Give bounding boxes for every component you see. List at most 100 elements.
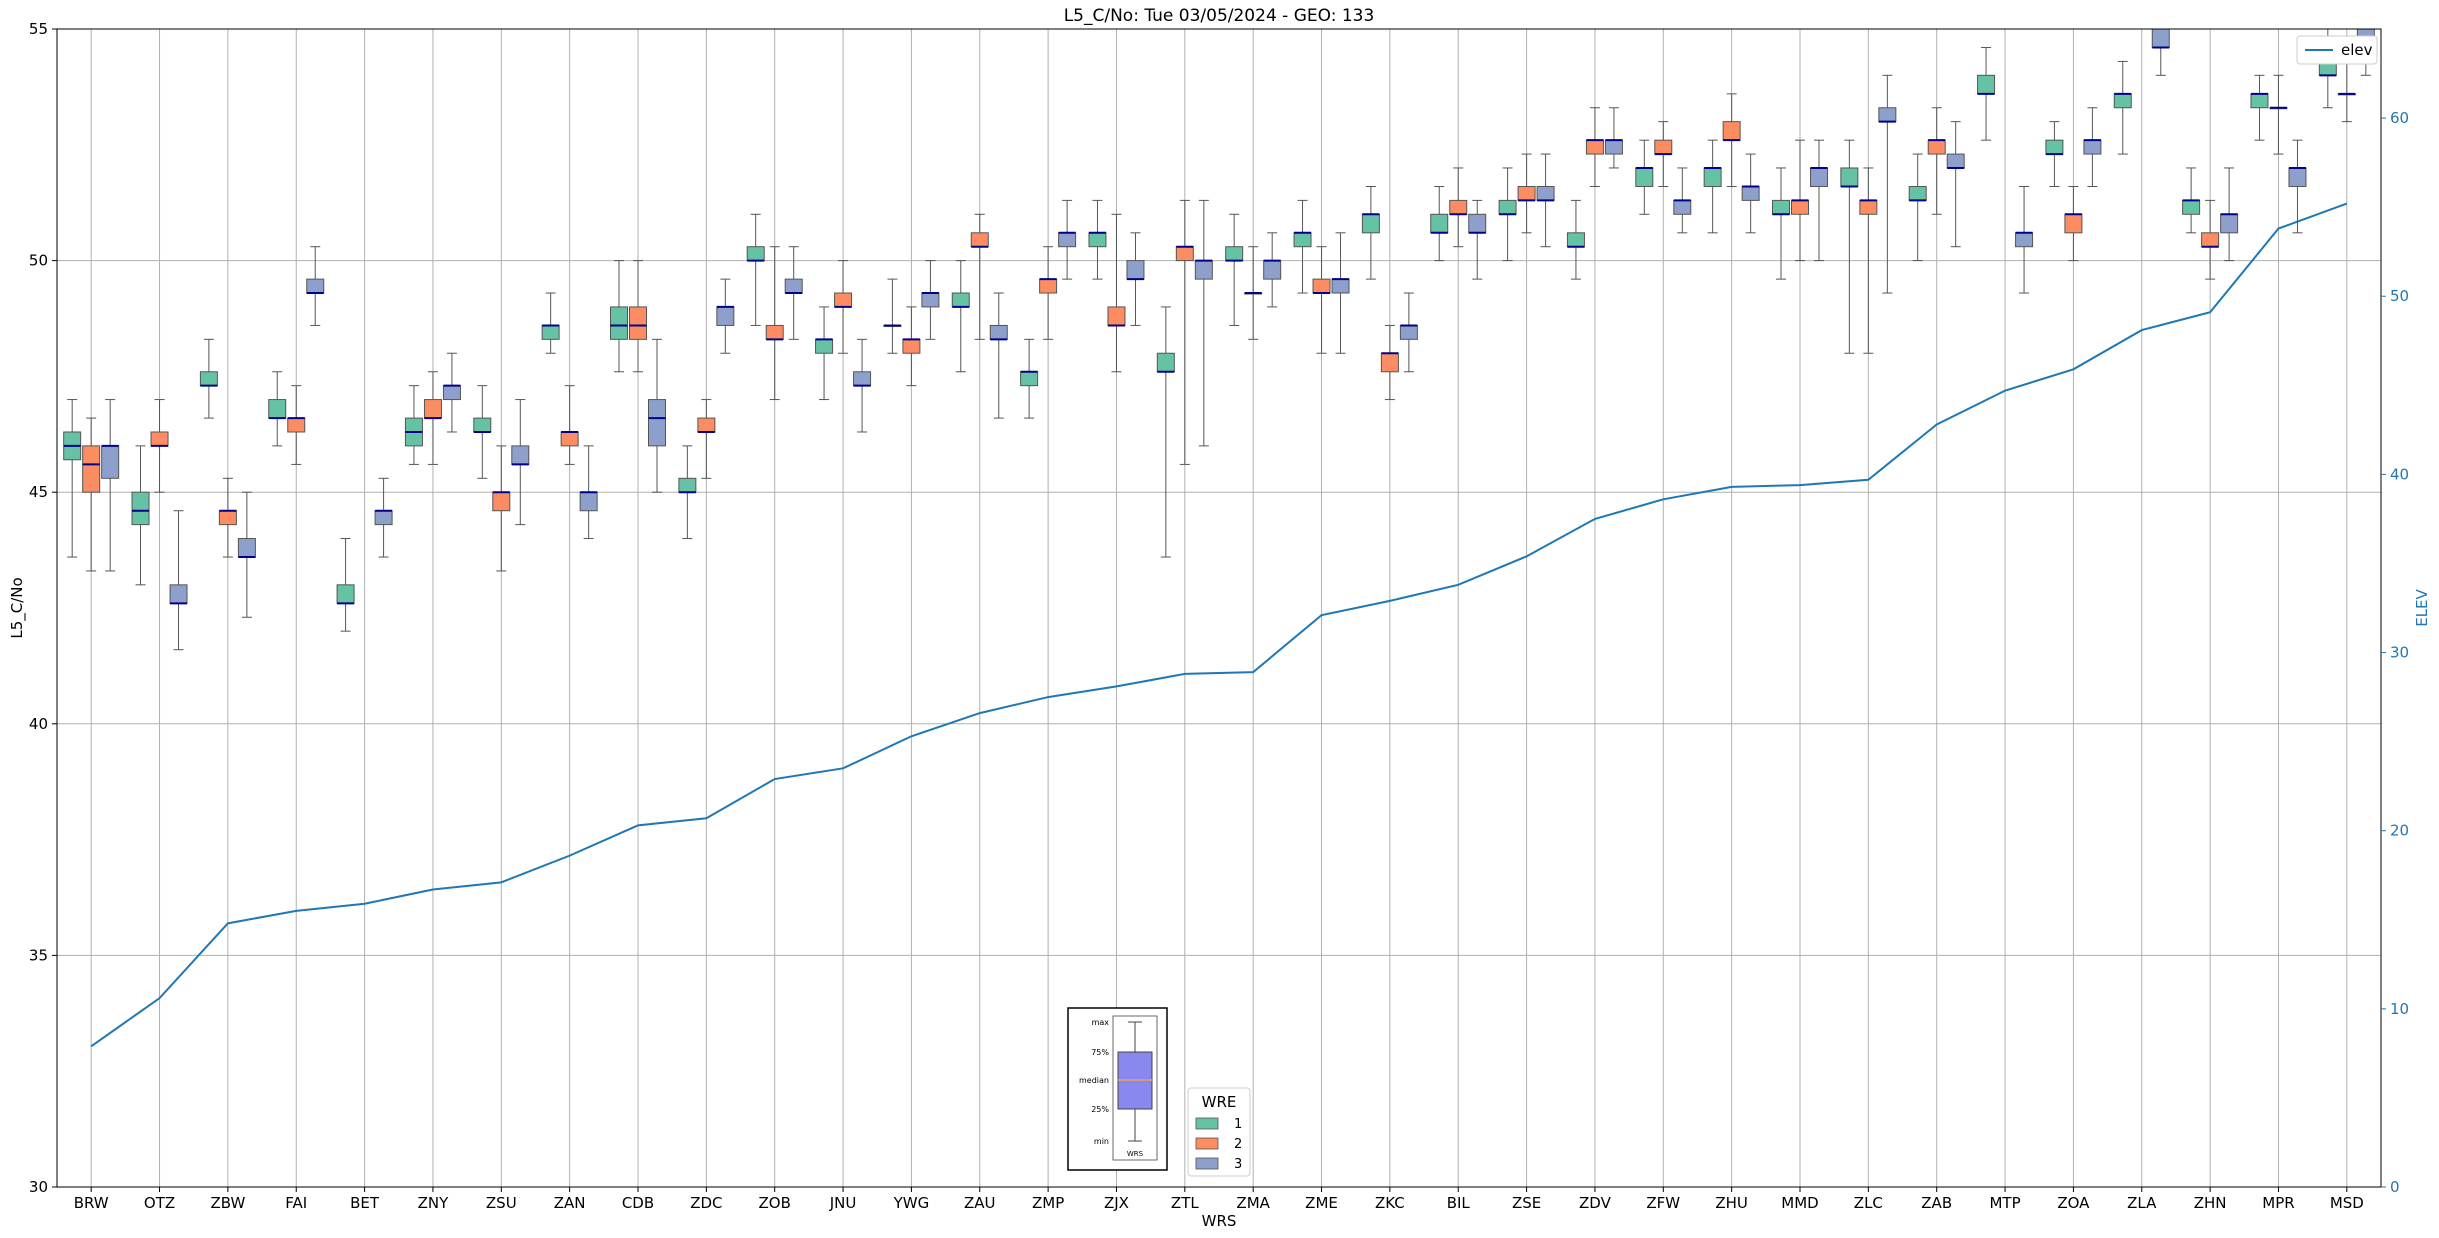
box-body [1020, 371, 1039, 387]
box-key-q1-label: 25% [1091, 1105, 1109, 1114]
x-tick-label: BET [350, 1194, 380, 1212]
x-tick-label: ZAB [1921, 1194, 1952, 1212]
box-body [1840, 167, 1859, 187]
x-tick-label: CDB [622, 1194, 654, 1212]
box-body [989, 324, 1008, 340]
box-body [218, 510, 237, 526]
x-tick-label: MTP [1989, 1194, 2020, 1212]
chart-title: L5_C/No: Tue 03/05/2024 - GEO: 133 [1064, 6, 1375, 26]
box-zse-wre3 [1536, 153, 1555, 248]
box-body [1946, 153, 1965, 169]
box-zsu-wre3 [511, 399, 530, 526]
box-zsu-wre1 [473, 385, 492, 479]
box-ywg-wre1 [883, 278, 902, 354]
box-body [268, 399, 287, 419]
x-tick-label: ZAU [964, 1194, 996, 1212]
box-zau-wre1 [951, 260, 970, 373]
box-body [2288, 167, 2307, 187]
x-tick-label: YWG [893, 1194, 930, 1212]
box-zdv-wre2 [1585, 107, 1604, 187]
box-body [853, 371, 872, 387]
y-axis-left: 30 35 40 45 50 55 [29, 20, 57, 1196]
box-zmp-wre2 [1039, 246, 1058, 340]
elev-legend-label: elev [2341, 41, 2373, 59]
box-zob-wre3 [784, 246, 803, 340]
elev-line-path [90, 202, 2348, 1048]
box-zau-wre2 [970, 213, 989, 340]
box-zdc-wre1 [678, 445, 697, 540]
x-tick-label: FAI [285, 1194, 307, 1212]
y2-tick-label: 10 [2390, 1000, 2409, 1018]
box-zfw-wre2 [1654, 121, 1673, 187]
box-body [648, 399, 666, 447]
box-body [1175, 246, 1194, 262]
box-brw-wre1 [63, 399, 82, 558]
box-body [2064, 213, 2083, 234]
box-key-inner [1112, 1015, 1158, 1161]
box-zkc-wre1 [1361, 185, 1380, 280]
box-body [1088, 232, 1107, 248]
box-body [834, 292, 853, 308]
box-zjx-wre1 [1088, 199, 1107, 280]
box-body [1791, 199, 1809, 215]
box-zny-wre3 [442, 352, 461, 433]
box-body [1635, 167, 1654, 187]
x-tick-label: ZMP [1032, 1194, 1064, 1212]
box-body [1126, 260, 1145, 280]
box-zlc-wre2 [1859, 167, 1878, 354]
box-zma-wre3 [1263, 232, 1282, 308]
y-tick-label: 30 [29, 1178, 48, 1196]
box-body [169, 584, 188, 604]
box-body [765, 324, 784, 340]
box-body [1604, 139, 1623, 155]
box-zmp-wre1 [1020, 338, 1039, 419]
x-tick-label: BRW [74, 1194, 109, 1212]
box-zab-wre1 [1908, 153, 1927, 262]
box-cdb-wre3 [648, 338, 666, 493]
grid [57, 28, 2381, 1188]
box-zbw-wre1 [199, 338, 218, 419]
wre-legend-label: 1 [1234, 1117, 1242, 1132]
x-tick-label: ZFW [1646, 1194, 1680, 1212]
box-body [1468, 213, 1487, 234]
box-body [150, 431, 169, 447]
y-tick-label: 55 [29, 20, 48, 38]
box-body [1498, 199, 1517, 215]
box-zny-wre2 [423, 371, 442, 465]
box-body [1263, 260, 1282, 280]
box-mmd-wre3 [1810, 139, 1828, 262]
box-zla-wre1 [2113, 60, 2132, 155]
y-axis-right: 0 10 20 30 40 50 60 [2381, 109, 2409, 1196]
box-zan-wre3 [579, 445, 598, 540]
y2-tick-label: 50 [2390, 287, 2409, 305]
box-body [1225, 246, 1244, 262]
box-jnu-wre3 [853, 338, 872, 433]
wre-legend-swatch [1195, 1157, 1219, 1170]
box-zoa-wre1 [2045, 121, 2064, 187]
box-key-x-label: WRS [1127, 1150, 1144, 1158]
y2-tick-label: 60 [2390, 109, 2409, 127]
box-body [1331, 278, 1350, 294]
box-brw-wre3 [101, 399, 120, 572]
box-body [2015, 232, 2034, 248]
x-tick-label: ZME [1305, 1194, 1338, 1212]
box-jnu-wre1 [815, 306, 834, 401]
box-ztl-wre1 [1156, 306, 1175, 558]
box-mtp-wre3 [2015, 185, 2034, 294]
box-body [336, 584, 355, 604]
box-body [2201, 232, 2220, 248]
x-tick-label: ZOB [759, 1194, 791, 1212]
box-fai-wre2 [287, 385, 306, 465]
box-ywg-wre2 [902, 306, 921, 387]
box-zkc-wre3 [1399, 292, 1418, 373]
wre-legend-label: 2 [1234, 1137, 1242, 1152]
box-fai-wre1 [268, 371, 287, 447]
box-body [784, 278, 803, 294]
box-zma-wre2 [1244, 246, 1263, 340]
box-body [1039, 278, 1058, 294]
box-zjx-wre3 [1126, 232, 1145, 326]
box-body [1741, 185, 1760, 201]
box-mtp-wre1 [1977, 47, 1996, 141]
box-body [237, 538, 256, 558]
